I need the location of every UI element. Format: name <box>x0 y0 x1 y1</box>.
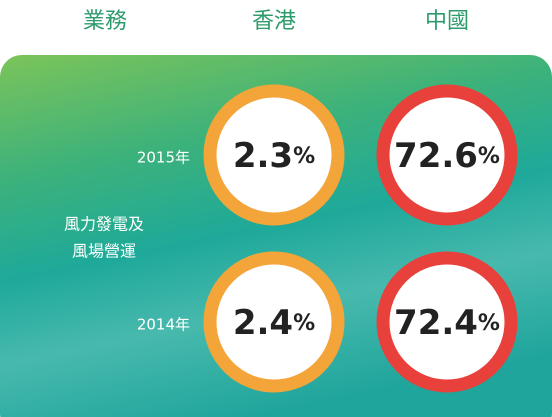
ring <box>376 251 518 393</box>
value-number: 72.6 <box>394 136 478 176</box>
value-unit: % <box>293 311 315 336</box>
year-label: 2015年 <box>137 149 190 167</box>
column-header: 中國 <box>425 9 469 34</box>
year-label: 2014年 <box>137 316 190 334</box>
business-label: 風場營運 <box>72 242 136 261</box>
column-header: 業務 <box>83 9 127 34</box>
value: 2.3% <box>233 136 315 176</box>
ring <box>203 84 345 226</box>
value: 72.6% <box>394 136 500 176</box>
value-unit: % <box>478 144 500 169</box>
value-number: 2.4 <box>233 303 293 343</box>
ring <box>203 251 345 393</box>
value-number: 2.3 <box>233 136 293 176</box>
value-number: 72.4 <box>394 303 478 343</box>
value: 2.4% <box>233 303 315 343</box>
ring <box>376 84 518 226</box>
column-header: 香港 <box>252 9 296 34</box>
value-unit: % <box>293 144 315 169</box>
value-unit: % <box>478 311 500 336</box>
business-label: 風力發電及 <box>64 215 144 234</box>
value: 72.4% <box>394 303 500 343</box>
